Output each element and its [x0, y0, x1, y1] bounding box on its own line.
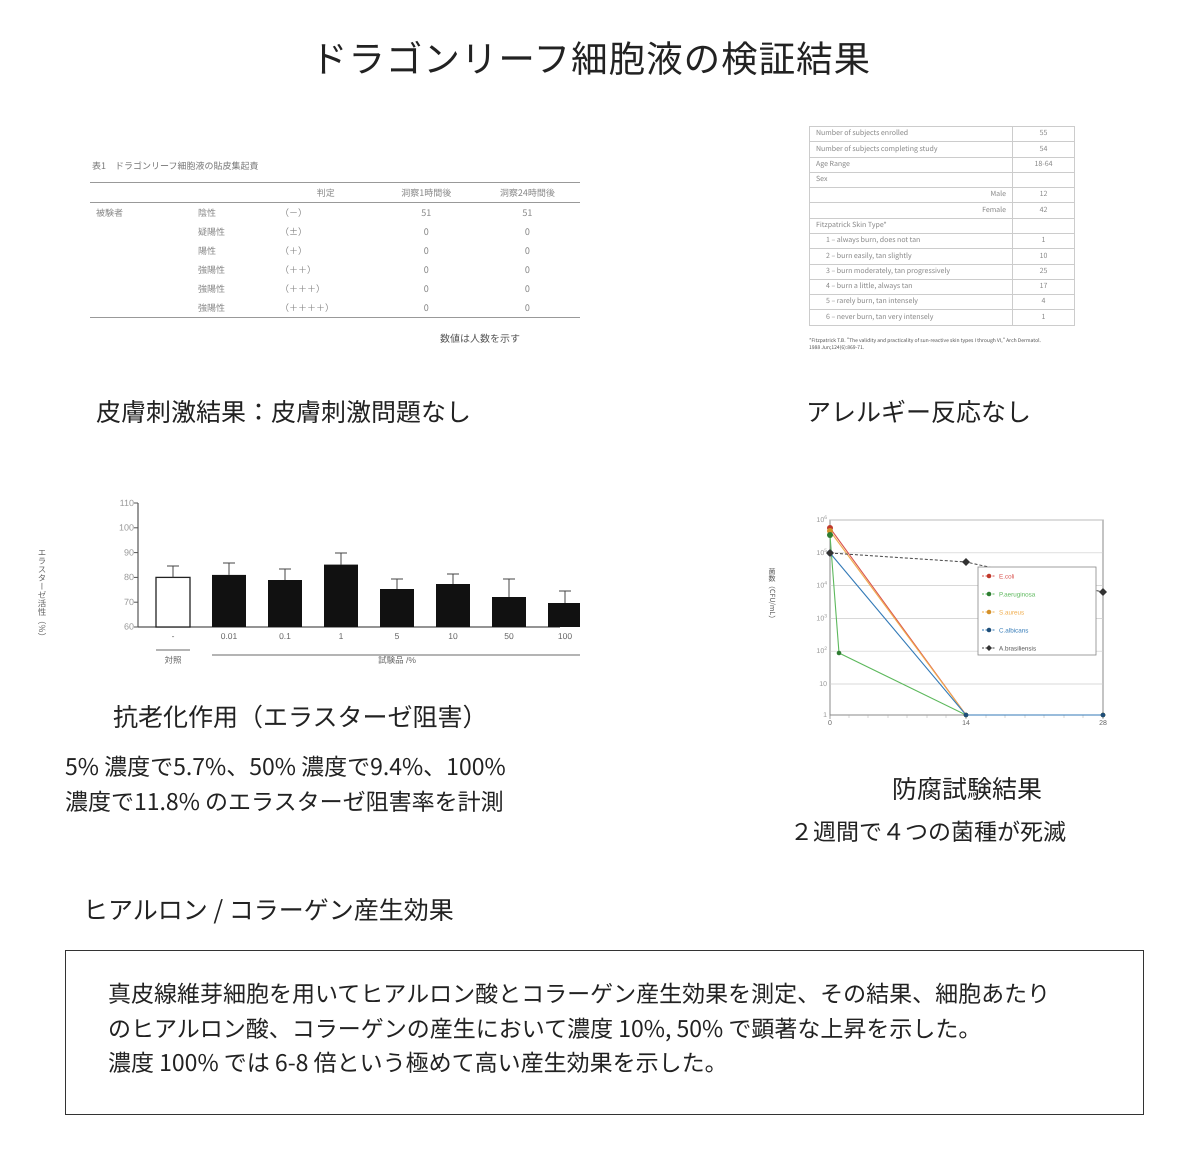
svg-text:110: 110 — [120, 498, 134, 508]
svg-text:100: 100 — [558, 631, 572, 641]
svg-text:1: 1 — [823, 712, 827, 719]
svg-text:102: 102 — [816, 646, 827, 655]
svg-text:0: 0 — [828, 720, 832, 725]
svg-text:80: 80 — [124, 572, 134, 582]
svg-text:0.1: 0.1 — [279, 631, 291, 641]
svg-text:0.01: 0.01 — [221, 631, 238, 641]
svg-text:60: 60 — [124, 622, 134, 632]
svg-text:106: 106 — [816, 515, 827, 524]
svg-text:5: 5 — [395, 631, 400, 641]
svg-text:試験品 /%: 試験品 /% — [378, 655, 416, 665]
svg-text:10: 10 — [448, 631, 458, 641]
svg-text:1: 1 — [339, 631, 344, 641]
svg-text:90: 90 — [124, 547, 134, 557]
svg-text:14: 14 — [962, 720, 970, 725]
svg-text:対照: 対照 — [164, 655, 182, 665]
svg-text:E.coli: E.coli — [999, 574, 1014, 581]
svg-text:C.albicans: C.albicans — [999, 628, 1028, 635]
svg-text:10: 10 — [819, 681, 827, 688]
svg-text:S.aureus: S.aureus — [999, 610, 1024, 617]
svg-text:P.aeruginosa: P.aeruginosa — [999, 592, 1036, 599]
svg-text:100: 100 — [119, 523, 134, 533]
svg-text:103: 103 — [816, 613, 827, 622]
svg-text:-: - — [172, 631, 175, 641]
svg-text:A.brasiliensis: A.brasiliensis — [999, 646, 1036, 653]
svg-text:105: 105 — [816, 548, 827, 557]
svg-text:70: 70 — [124, 597, 134, 607]
svg-text:50: 50 — [504, 631, 514, 641]
svg-text:28: 28 — [1099, 720, 1107, 725]
svg-text:104: 104 — [816, 581, 827, 590]
